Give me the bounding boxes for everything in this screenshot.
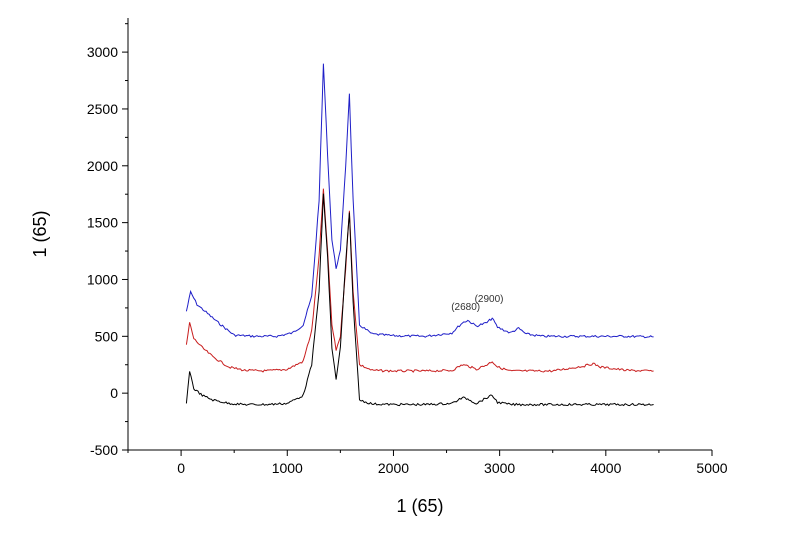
y-tick-label: 0	[110, 385, 118, 401]
chart-axes: 0 1000 2000 3000 4000 5000 -500 0 500 1000 1500 200…	[87, 18, 728, 476]
x-tick-label: 3000	[484, 460, 515, 476]
y-tick-label: 500	[95, 328, 119, 344]
series-line-1	[185, 63, 654, 339]
chart-annotations: (2680)(2900)	[451, 294, 503, 313]
series-line-3	[185, 193, 654, 407]
x-tick-label: 0	[177, 460, 185, 476]
y-tick-label: -500	[90, 442, 118, 458]
peak-annotation: (2680)	[451, 302, 480, 313]
x-tick-label: 2000	[378, 460, 409, 476]
y-tick-label: 1500	[87, 215, 118, 231]
peak-annotation: (2900)	[475, 294, 504, 305]
y-tick-label: 1000	[87, 271, 118, 287]
x-tick-label: 5000	[696, 460, 727, 476]
y-tick-label: 2000	[87, 158, 118, 174]
y-tick-label: 2500	[87, 101, 118, 117]
y-tick-label: 3000	[87, 44, 118, 60]
series-line-2	[185, 188, 654, 373]
x-tick-label: 4000	[590, 460, 621, 476]
chart-series	[185, 63, 654, 407]
y-axis-label: 1 (65)	[30, 210, 50, 257]
x-tick-label: 1000	[272, 460, 303, 476]
x-axis-label: 1 (65)	[396, 496, 443, 516]
